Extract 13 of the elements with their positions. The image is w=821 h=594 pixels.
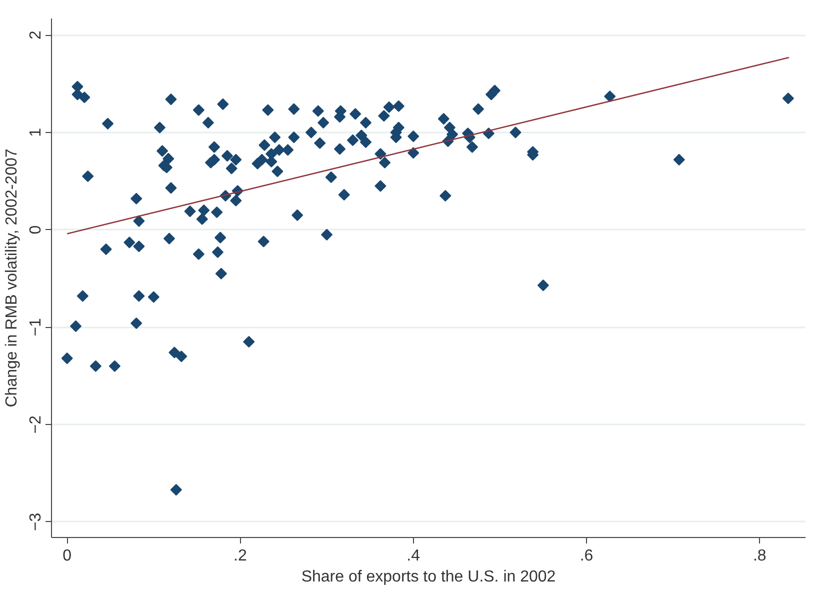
x-tick-label: .2 [234, 548, 247, 564]
y-tick-label: 1 [28, 128, 44, 137]
x-tick-label: .6 [580, 548, 594, 564]
x-tick-label: 0 [62, 548, 72, 564]
y-tick-label: 0 [28, 225, 44, 234]
y-tick-label: −2 [28, 415, 44, 434]
x-tick-label: .8 [752, 548, 766, 564]
x-tick-label: .4 [406, 548, 420, 564]
y-tick-label: 2 [28, 30, 44, 40]
y-tick-label: −3 [28, 512, 44, 532]
y-axis-title: Change in RMB volatility, 2002-2007 [4, 148, 20, 408]
x-axis-title: Share of exports to the U.S. in 2002 [301, 568, 556, 586]
y-tick-label: −1 [28, 318, 44, 336]
